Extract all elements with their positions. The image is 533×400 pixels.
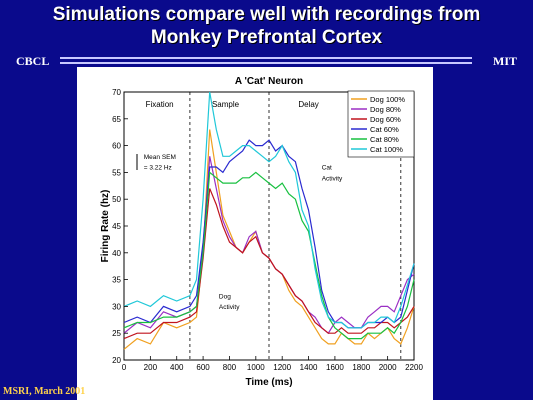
y-tick-label: 60 [112, 142, 121, 151]
x-axis-label: Time (ms) [245, 377, 292, 388]
x-tick-label: 800 [223, 363, 237, 372]
legend-entry: Dog 60% [370, 115, 401, 124]
mit-brand: MIT [493, 54, 517, 68]
chart-title: A 'Cat' Neuron [235, 76, 303, 87]
legend-entry: Dog 80% [370, 105, 401, 114]
annotation-text: Activity [322, 175, 343, 182]
y-tick-label: 45 [112, 222, 121, 231]
annotation-text: Mean SEM [144, 154, 176, 161]
x-tick-label: 1600 [326, 363, 344, 372]
y-tick-label: 20 [112, 356, 121, 365]
x-tick-label: 1800 [352, 363, 370, 372]
legend-box [347, 90, 415, 158]
header-rule-bottom [60, 62, 472, 64]
firing-rate-chart: 0 200 400 600 800 1000 1200 1400 1600 1800 2000 220… [100, 76, 423, 388]
x-tick-label: 600 [196, 363, 210, 372]
footer-note: MSRI, March 2001 [3, 386, 86, 397]
y-tick-label: 70 [112, 88, 121, 97]
annotation-text: Cat [322, 165, 332, 172]
y-tick-label: 25 [112, 329, 121, 338]
x-tick-label: 1400 [300, 363, 318, 372]
epoch-label: Fixation [146, 100, 174, 109]
x-tick-label: 2000 [379, 363, 397, 372]
series-line-2 [123, 188, 415, 340]
legend: Dog 100%Dog 80%Dog 60%Cat 60%Cat 80%Cat … [347, 90, 415, 158]
annotation-text: Activity [219, 304, 240, 311]
y-tick-label: 35 [112, 276, 121, 285]
x-tick-label: 1200 [273, 363, 291, 372]
x-tick-label: 0 [122, 363, 127, 372]
x-tick-label: 1000 [247, 363, 265, 372]
y-tick-label: 55 [112, 168, 121, 177]
y-tick-label: 40 [112, 249, 121, 258]
y-tick-label: 65 [112, 115, 121, 124]
epoch-label: Sample [212, 100, 240, 109]
slide-title-line-2: Monkey Prefrontal Cortex [150, 27, 383, 48]
y-tick-label: 30 [112, 302, 121, 311]
header-rule-top [60, 57, 472, 59]
epoch-label: Delay [298, 100, 318, 109]
y-tick-label: 50 [112, 195, 121, 204]
slide-title-line-1: Simulations compare well with recordings… [52, 4, 481, 25]
figure-panel: 0 200 400 600 800 1000 1200 1400 1600 1800 2000 220… [77, 67, 433, 400]
x-tick-label: 400 [170, 363, 184, 372]
legend-entry: Dog 100% [370, 95, 405, 104]
epoch-labels: Fixation Sample Delay [146, 100, 319, 109]
legend-entry: Cat 60% [370, 125, 399, 134]
axis-ticks: 0 200 400 600 800 1000 1200 1400 1600 1800 2000 220… [112, 88, 423, 372]
annotation-text: = 3.22 Hz [144, 165, 172, 172]
annotations: Mean SEM = 3.22 Hz Cat Activity Dog Activity [144, 154, 343, 311]
legend-entry: Cat 100% [370, 145, 403, 154]
x-tick-label: 2200 [405, 363, 423, 372]
series-line-4 [123, 171, 415, 340]
series-lines [123, 91, 415, 350]
cbcl-brand: CBCL [16, 54, 50, 68]
series-line-5 [123, 91, 415, 329]
annotation-text: Dog [219, 293, 231, 300]
x-tick-label: 200 [144, 363, 158, 372]
y-axis-label: Firing Rate (hz) [100, 190, 111, 263]
legend-entry: Cat 80% [370, 135, 399, 144]
